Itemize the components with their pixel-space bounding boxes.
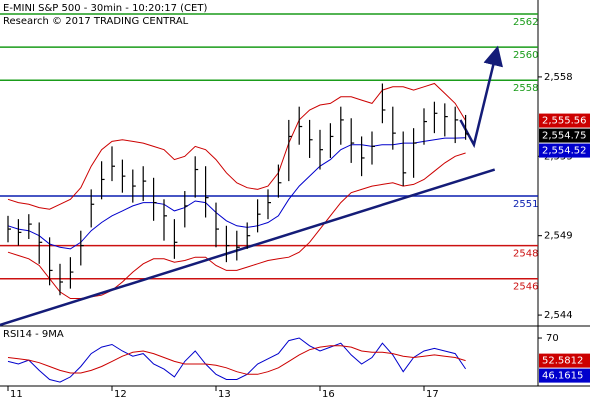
x-tick-label: 13 [218, 389, 231, 400]
level-label: 2546 [513, 282, 538, 293]
plot: 2562256025582551254825462,5582,5532,5492… [0, 13, 590, 400]
level-label: 2560 [513, 50, 538, 61]
rsi-title: RSI14 - 9MA [3, 329, 64, 340]
upper-band [7, 82, 467, 210]
x-tick-label: 17 [426, 389, 439, 400]
level-label: 2558 [513, 83, 538, 94]
level-label: 2548 [513, 249, 538, 260]
level-label: 2562 [513, 17, 538, 28]
value-box-label: 46.1615 [542, 371, 583, 382]
y-tick-label: 2,544 [544, 310, 573, 321]
value-box [539, 128, 590, 143]
forecast-arrow [459, 45, 503, 149]
rsi-line [7, 337, 467, 383]
value-box-label: 2,554.52 [542, 146, 587, 157]
x-tick-label: 11 [10, 389, 23, 400]
rsi-tick-label: 70 [546, 333, 559, 344]
rsi-line [7, 345, 466, 375]
value-box-label: 2,555.56 [542, 116, 587, 127]
value-box [539, 113, 590, 128]
y-tick-label: 2,558 [544, 72, 573, 83]
middle-band [7, 137, 466, 250]
x-tick-label: 16 [322, 389, 335, 400]
chart-subtitle: Research © 2017 TRADING CENTRAL [3, 16, 189, 27]
value-box-label: 2,554.75 [542, 131, 587, 142]
chart-title: E-MINI S&P 500 - 30min - 10:20:17 (CET) [3, 3, 207, 14]
value-box [539, 368, 590, 383]
level-label: 2551 [513, 199, 538, 210]
value-box-label: 52.5812 [542, 356, 583, 367]
x-tick-label: 12 [114, 389, 127, 400]
value-box [539, 143, 590, 158]
y-tick-label: 2,549 [544, 231, 573, 242]
value-box [539, 353, 590, 368]
